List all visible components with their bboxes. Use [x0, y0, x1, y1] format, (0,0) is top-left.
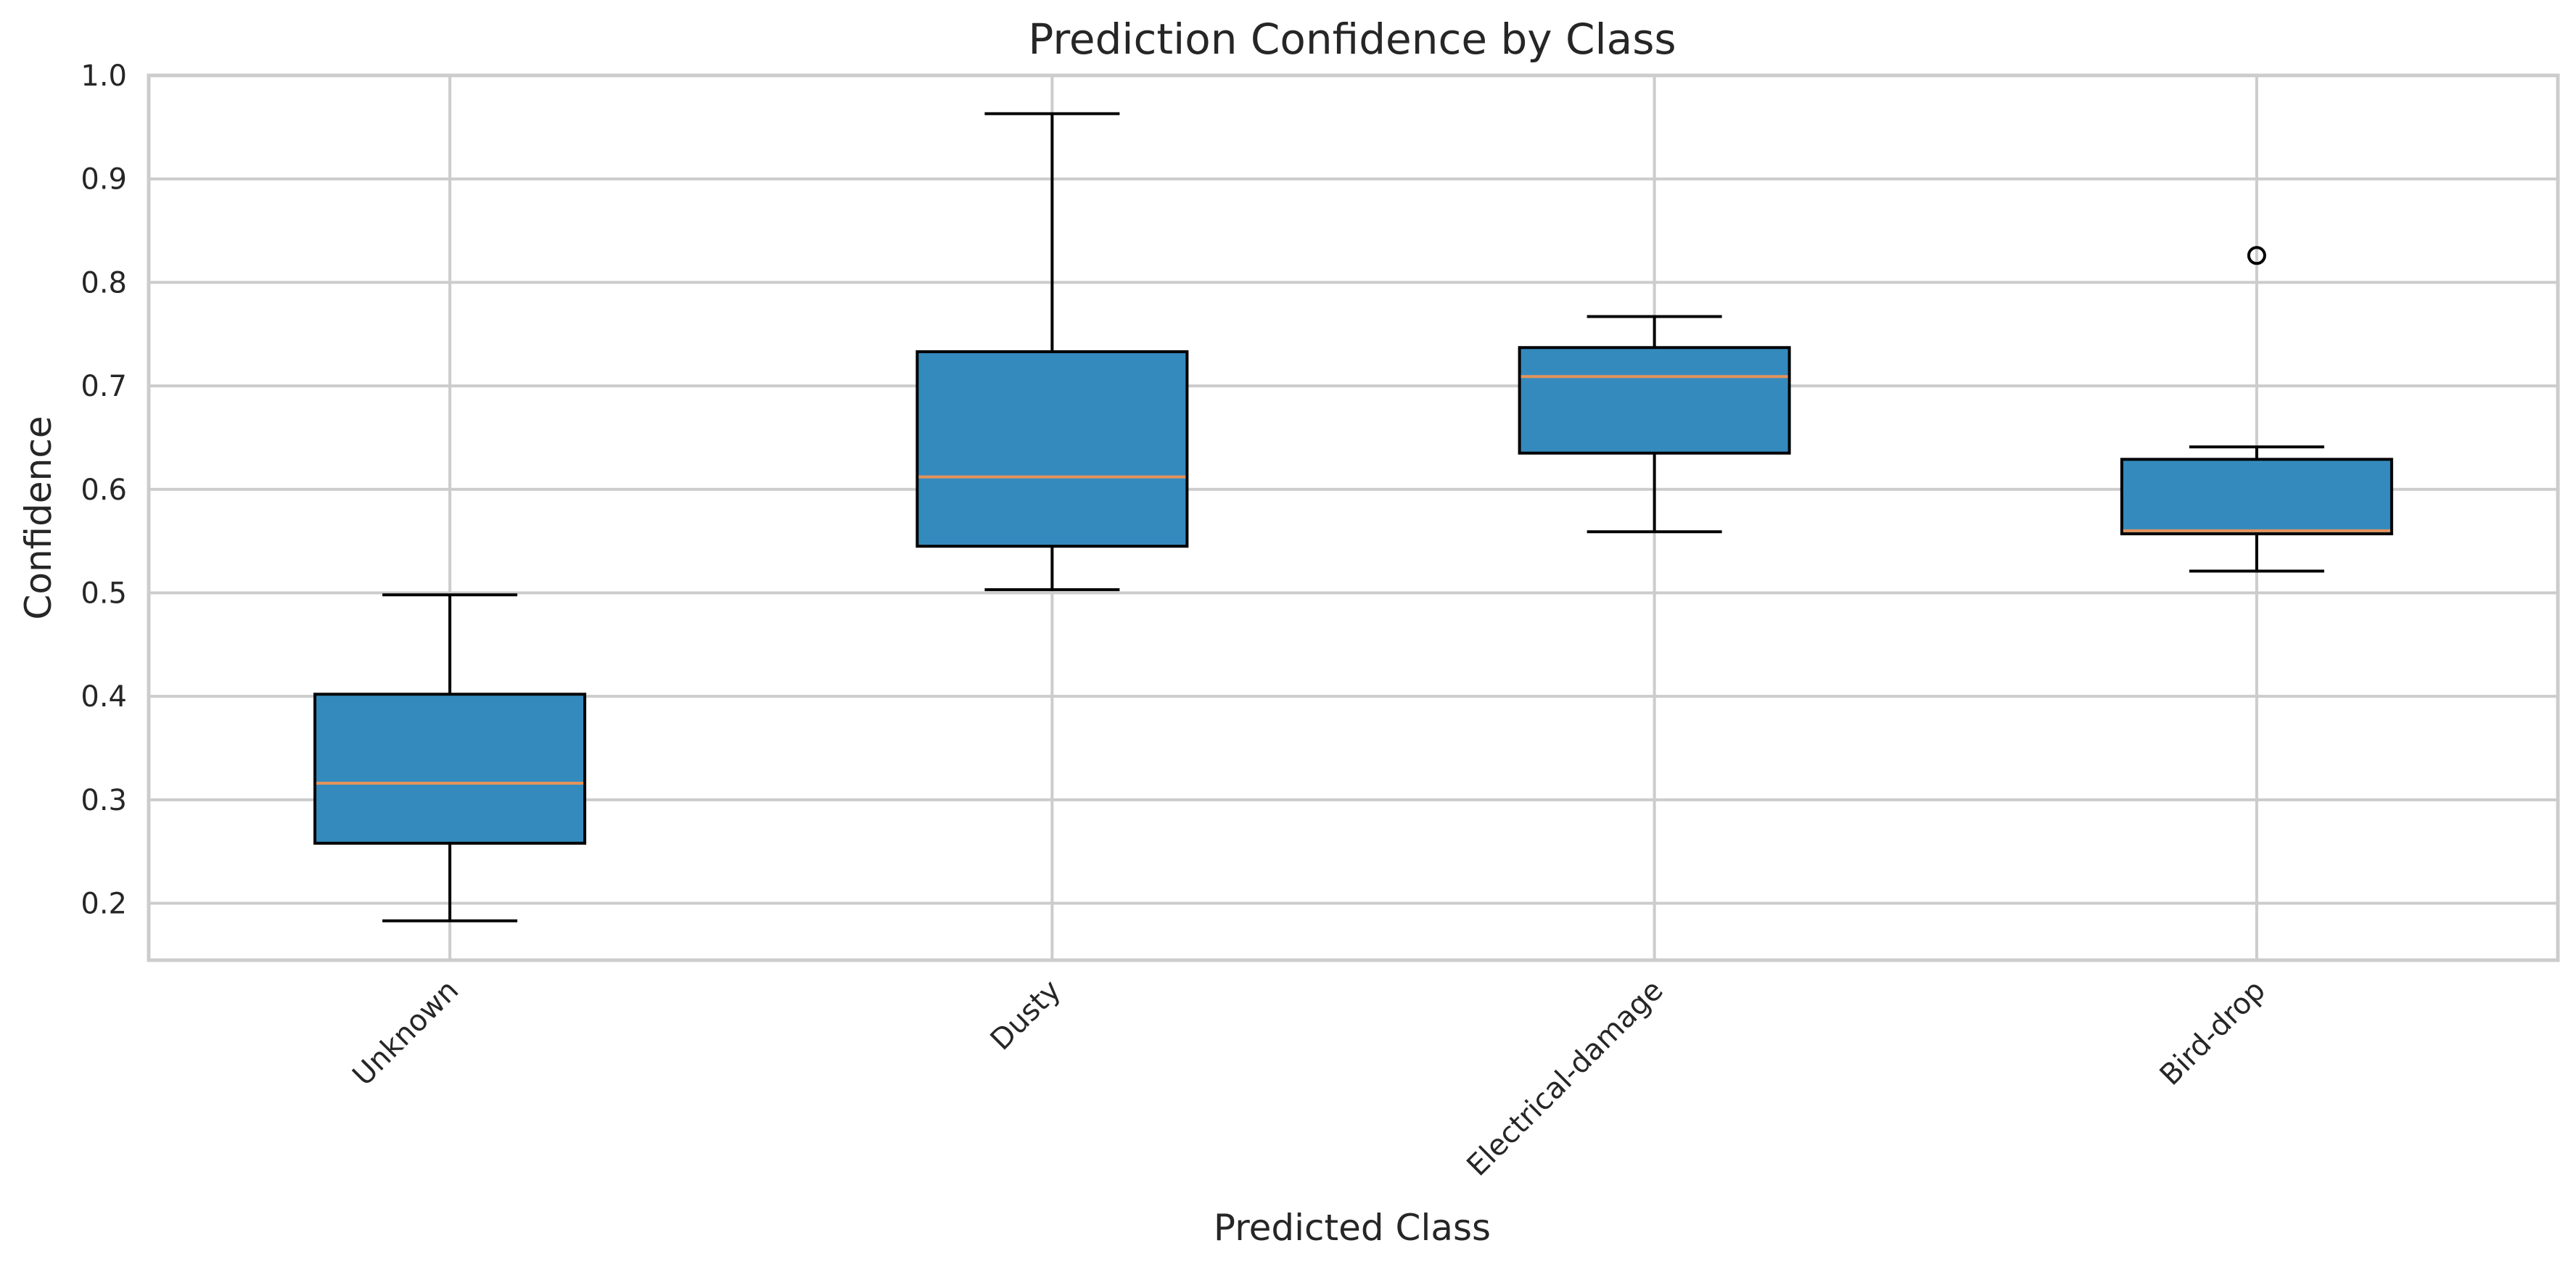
box-body	[2120, 458, 2393, 536]
y-tick-label: 0.5	[81, 577, 127, 610]
y-tick-label: 0.6	[81, 474, 127, 507]
box-body	[1518, 346, 1791, 455]
y-tick-label: 0.2	[81, 888, 127, 921]
chart-title: Prediction Confidence by Class	[1028, 15, 1676, 64]
box-body	[313, 693, 587, 845]
y-tick-label: 0.9	[81, 163, 127, 197]
box-group	[915, 112, 1189, 592]
outlier-point	[2247, 246, 2266, 265]
y-axis-label: Confidence	[17, 416, 59, 619]
boxes	[313, 112, 2393, 922]
plot-frame	[147, 73, 2560, 962]
y-tick-label: 0.3	[81, 784, 127, 817]
y-tick-label: 1.0	[81, 59, 127, 93]
y-tick-label: 0.4	[81, 680, 127, 714]
box-body	[915, 350, 1189, 548]
box-group	[1518, 315, 1791, 534]
y-tick-labels: 0.2 0.3 0.4 0.5 0.6 0.7 0.8 0.9 1.0	[81, 59, 127, 921]
y-tick-label: 0.8	[81, 266, 127, 300]
box-group	[2120, 246, 2393, 573]
box-group	[313, 593, 587, 922]
y-tick-label: 0.7	[81, 370, 127, 403]
x-axis-label: Predicted Class	[1214, 1207, 1491, 1249]
